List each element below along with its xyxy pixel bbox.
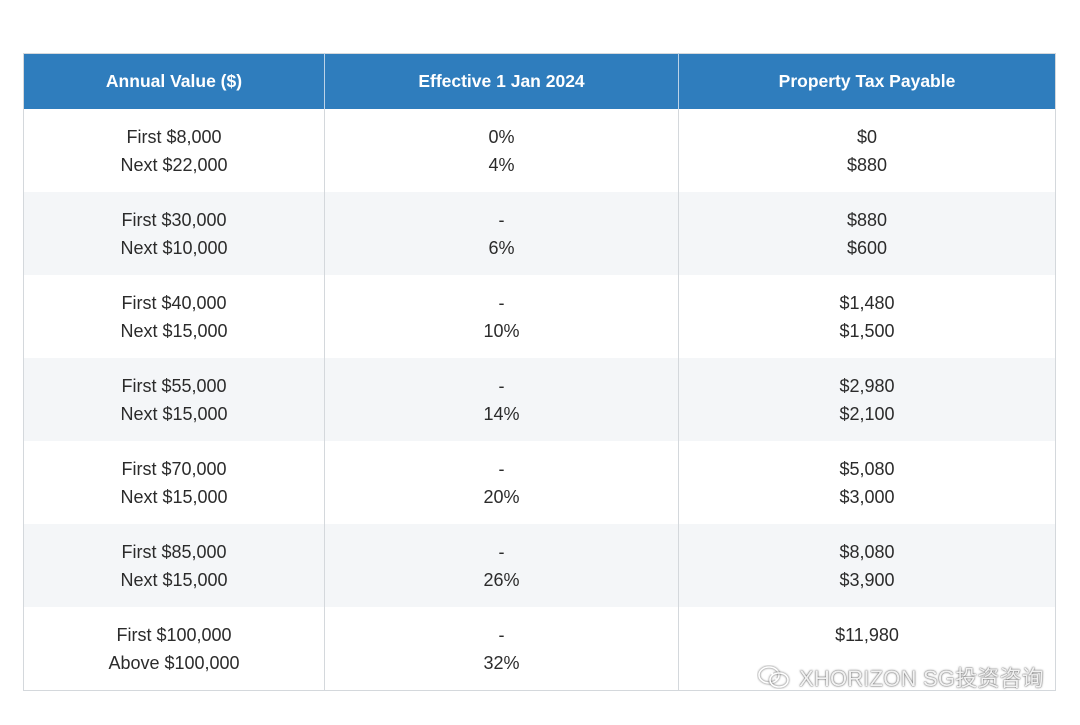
annual-value-cell: First $85,000 Next $15,000 <box>23 524 325 607</box>
table-row: First $8,000 Next $22,000 0% 4% $0 $880 <box>24 109 1056 192</box>
annual-value-cell-line: Next $10,000 <box>120 237 228 258</box>
annual-value-cell-line: First $85,000 <box>121 541 227 562</box>
tax-payable-cell: $1,480 $1,500 <box>678 275 1056 358</box>
tax-payable-cell-line: $0 <box>856 126 878 147</box>
rate-cell: - 14% <box>324 358 679 441</box>
table-header: Annual Value ($) Effective 1 Jan 2024 Pr… <box>23 53 1056 109</box>
rate-cell: - 26% <box>324 524 679 607</box>
annual-value-cell: First $30,000 Next $10,000 <box>23 192 325 275</box>
header-row: Annual Value ($) Effective 1 Jan 2024 Pr… <box>23 53 1056 109</box>
tax-payable-cell-line: $3,000 <box>839 486 895 507</box>
annual-value-cell: First $70,000 Next $15,000 <box>24 441 325 524</box>
table-row: First $40,000 Next $15,000 - 10% $1,480 $1,50… <box>24 275 1056 358</box>
rate-cell-line: - <box>498 292 505 313</box>
annual-value-cell: First $100,000 Above $100,000 <box>24 607 325 691</box>
annual-value-cell-line: Next $22,000 <box>120 154 228 175</box>
annual-value-cell-line: First $70,000 <box>121 458 227 479</box>
tax-payable-cell-line: $880 <box>846 209 888 230</box>
watermark: XHORIZON SG投资咨询 <box>757 661 1044 693</box>
tax-payable-cell-line: $600 <box>846 237 888 258</box>
rate-cell-line: - <box>498 458 505 479</box>
annual-value-cell-line: Above $100,000 <box>108 652 240 673</box>
tax-payable-cell: $880 $600 <box>678 192 1056 275</box>
rate-cell: 0% 4% <box>324 109 679 192</box>
rate-cell: - 10% <box>324 275 679 358</box>
rate-cell-line: 14% <box>483 403 520 424</box>
tax-payable-cell-line: $1,500 <box>839 320 895 341</box>
tax-payable-cell: $5,080 $3,000 <box>678 441 1056 524</box>
rate-cell: - 6% <box>324 192 679 275</box>
tax-payable-cell-line: $3,900 <box>839 569 895 590</box>
tax-payable-cell-line: $2,980 <box>839 375 895 396</box>
annual-value-cell-line: First $100,000 <box>116 624 232 645</box>
rate-cell-line: 4% <box>488 154 515 175</box>
tax-payable-cell: $2,980 $2,100 <box>678 358 1056 441</box>
annual-value-cell-line: Next $15,000 <box>120 569 228 590</box>
annual-value-cell: First $55,000 Next $15,000 <box>23 358 325 441</box>
header-annual-value: Annual Value ($) <box>23 53 325 109</box>
table-row: First $55,000 Next $15,000 - 14% $2,980 $2,10… <box>23 358 1056 441</box>
rate-cell-line: 0% <box>488 126 515 147</box>
table-row: First $70,000 Next $15,000 - 20% $5,080 $3,00… <box>24 441 1056 524</box>
header-tax-payable: Property Tax Payable <box>678 53 1056 109</box>
rate-cell-line: 20% <box>483 486 520 507</box>
header-effective-rate: Effective 1 Jan 2024 <box>324 53 679 109</box>
rate-cell-line: 10% <box>483 320 520 341</box>
rate-cell: - 20% <box>324 441 679 524</box>
annual-value-cell-line: First $8,000 <box>126 126 222 147</box>
watermark-text: XHORIZON SG投资咨询 <box>798 666 1044 691</box>
table-row: First $85,000 Next $15,000 - 26% $8,080 $3,90… <box>23 524 1056 607</box>
rate-cell-line: 32% <box>483 652 520 673</box>
wechat-icon <box>758 666 789 688</box>
rate-cell-line: - <box>498 541 505 562</box>
annual-value-cell-line: First $30,000 <box>121 209 227 230</box>
rate-cell: - 32% <box>324 607 679 691</box>
annual-value-cell: First $8,000 Next $22,000 <box>24 109 325 192</box>
table-body: First $8,000 Next $22,000 0% 4% $0 $880 First … <box>23 109 1056 691</box>
rate-cell-line: - <box>498 209 505 230</box>
rate-cell-line: - <box>498 624 505 645</box>
annual-value-cell-line: First $55,000 <box>121 375 227 396</box>
tax-payable-cell-line: $8,080 <box>839 541 895 562</box>
annual-value-cell-line: First $40,000 <box>121 292 227 313</box>
annual-value-cell-line: Next $15,000 <box>120 320 228 341</box>
tax-payable-cell-line: $5,080 <box>839 458 895 479</box>
tax-payable-cell: $11,980 <box>678 607 1056 691</box>
tax-payable-cell: $8,080 $3,900 <box>678 524 1056 607</box>
rate-cell-line: 6% <box>488 237 515 258</box>
tax-payable-cell-line: $11,980 <box>835 624 899 645</box>
table-row: First $100,000 Above $100,000 - 32% $11,980 <box>24 607 1056 691</box>
tax-payable-cell-line: $1,480 <box>839 292 895 313</box>
tax-payable-cell: $0 $880 <box>678 109 1056 192</box>
property-tax-table: Annual Value ($) Effective 1 Jan 2024 Pr… <box>23 53 1056 691</box>
table-row: First $30,000 Next $10,000 - 6% $880 $600 <box>23 192 1056 275</box>
tax-payable-cell-line: $880 <box>846 154 888 175</box>
tax-payable-cell-line: $2,100 <box>839 403 895 424</box>
annual-value-cell-line: Next $15,000 <box>120 486 228 507</box>
rate-cell-line: - <box>498 375 505 396</box>
annual-value-cell: First $40,000 Next $15,000 <box>24 275 325 358</box>
annual-value-cell-line: Next $15,000 <box>120 403 228 424</box>
rate-cell-line: 26% <box>483 569 520 590</box>
